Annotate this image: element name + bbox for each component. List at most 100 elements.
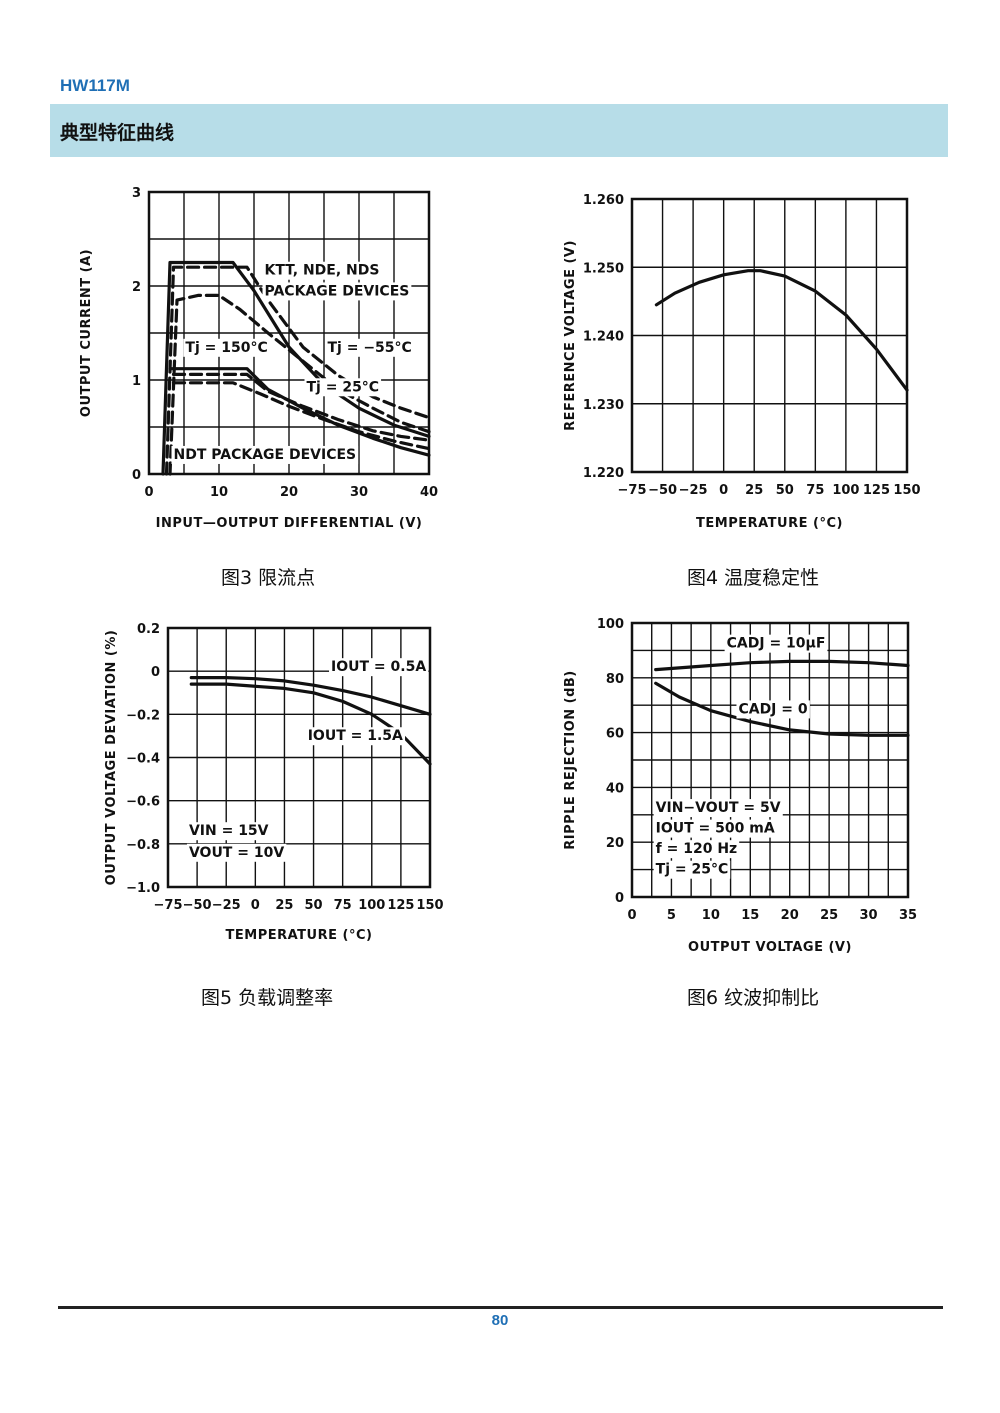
- annotation-bg: [653, 819, 777, 838]
- series-line-5: [171, 372, 431, 442]
- annotation-label: VOUT = 10V: [189, 845, 284, 861]
- y-tick-label: 1.240: [583, 330, 624, 345]
- x-tick-label: 35: [899, 908, 917, 923]
- chart-fig4: −75 −50 −25 0 25 50 75 100 125 150 1.220 1.230 1.240…: [560, 175, 950, 545]
- y-tick-label: 3: [132, 186, 141, 201]
- x-axis-label: INPUT—OUTPUT DIFFERENTIAL (V): [156, 516, 423, 531]
- y-tick-label: 20: [606, 836, 624, 851]
- series-line-1: [654, 659, 910, 672]
- x-tick-label: 30: [350, 485, 368, 500]
- y-axis-label: REFERENCE VOLTAGE (V): [563, 240, 578, 431]
- y-tick-label: −0.6: [126, 795, 160, 810]
- x-axis-label: OUTPUT VOLTAGE (V): [688, 940, 852, 955]
- x-axis-label: TEMPERATURE (°C): [226, 928, 373, 943]
- annotation-label: CADJ = 0: [738, 701, 807, 717]
- x-tick-label: −25: [679, 483, 708, 498]
- x-tick-label: 50: [776, 483, 794, 498]
- annotation-bg: [186, 843, 287, 862]
- annotation-bg: [262, 261, 382, 280]
- x-tick-label: 100: [358, 898, 385, 913]
- annotation-label: Tj = 25°C: [307, 379, 380, 395]
- annotation-label: Tj = −55°C: [328, 340, 412, 356]
- annotation-label: CADJ = 10μF: [727, 636, 826, 652]
- annotation-label: NDT PACKAGE DEVICES: [174, 447, 357, 463]
- annotation-bg: [171, 445, 359, 464]
- page-number: 80: [491, 1312, 509, 1329]
- chart-fig5-svg: −75 −50 −25 0 25 50 75 100 125 150 −1.0 −0.8 −0.6 −0.…: [104, 622, 444, 943]
- x-tick-label: 20: [781, 908, 799, 923]
- y-tick-label: 0: [132, 468, 141, 483]
- y-axis-label: RIPPLE REJECTION (dB): [563, 670, 578, 850]
- x-tick-label: −25: [212, 898, 241, 913]
- chart-fig3: 0 10 20 30 40 0 1 2 3 INPUT—OUTPUT DIFFERENTIAL (…: [70, 175, 470, 545]
- y-tick-label: 0: [615, 891, 624, 906]
- annotation-label: PACKAGE DEVICES: [265, 283, 410, 299]
- annotation-label: KTT, NDE, NDS: [265, 263, 380, 279]
- series-line-2: [654, 681, 910, 737]
- annotation-bg: [653, 840, 740, 859]
- x-tick-label: 0: [144, 485, 153, 500]
- footer-rule: [58, 1306, 943, 1309]
- chart-fig4-svg: −75 −50 −25 0 25 50 75 100 125 150 1.220 1.230 1.240…: [563, 193, 921, 531]
- y-tick-label: −1.0: [126, 881, 160, 896]
- x-tick-label: 150: [416, 898, 443, 913]
- series-line-2: [164, 265, 431, 476]
- section-header-band: 典型特征曲线: [50, 104, 948, 157]
- x-tick-label: 0: [251, 898, 260, 913]
- x-tick-label: −50: [648, 483, 677, 498]
- annotation-bg: [724, 634, 828, 653]
- x-tick-label: 5: [667, 908, 676, 923]
- x-tick-label: 75: [334, 898, 352, 913]
- series-line-6: [171, 381, 431, 451]
- y-tick-label: 60: [606, 727, 624, 742]
- y-tick-label: 80: [606, 672, 624, 687]
- x-tick-label: 10: [210, 485, 228, 500]
- caption-fig4: 图4 温度稳定性: [687, 567, 820, 589]
- plot-frame: [166, 626, 432, 889]
- annotation-label: Tj = 150°C: [185, 340, 267, 356]
- annotation-label: f = 120 Hz: [656, 841, 738, 857]
- series-line-1: [189, 676, 432, 716]
- caption-fig3: 图3 限流点: [221, 567, 316, 589]
- document-title: HW117M: [60, 76, 130, 95]
- series-line-3: [168, 293, 431, 476]
- x-tick-label: 0: [627, 908, 636, 923]
- annotation-bg: [305, 727, 406, 746]
- x-tick-label: 100: [832, 483, 859, 498]
- section-title: 典型特征曲线: [60, 122, 175, 144]
- x-tick-label: 30: [860, 908, 878, 923]
- y-tick-label: 0: [151, 665, 160, 680]
- x-tick-label: 25: [820, 908, 838, 923]
- plot-frame: [630, 197, 909, 474]
- y-tick-label: 1.220: [583, 466, 624, 481]
- y-axis-label: OUTPUT CURRENT (A): [79, 249, 94, 417]
- plot-frame: [147, 190, 431, 476]
- annotation-bg: [653, 799, 783, 818]
- annotation-label: IOUT = 0.5A: [331, 659, 426, 675]
- series-line-2: [189, 682, 432, 766]
- annotation-label: IOUT = 1.5A: [308, 728, 403, 744]
- annotation-label: Tj = 25°C: [656, 862, 729, 878]
- series-line-1: [161, 260, 431, 476]
- caption-fig6: 图6 纹波抑制比: [687, 987, 820, 1009]
- grid: [149, 192, 429, 474]
- annotation-bg: [736, 700, 810, 719]
- annotation-label: VIN = 15V: [189, 823, 269, 839]
- annotation-bg: [186, 822, 271, 841]
- x-tick-label: 150: [893, 483, 920, 498]
- x-tick-label: −50: [183, 898, 212, 913]
- y-tick-label: 1: [132, 374, 141, 389]
- annotation-bg: [183, 338, 270, 357]
- y-axis-label: OUTPUT VOLTAGE DEVIATION (%): [104, 630, 119, 886]
- chart-fig6-svg: 0 5 10 15 20 25 30 35 0 20 40 60 80 100 OUTPUT VOLTAGE…: [563, 617, 917, 955]
- x-tick-label: 40: [420, 485, 438, 500]
- x-tick-label: −75: [154, 898, 183, 913]
- x-tick-label: 125: [387, 898, 414, 913]
- x-tick-label: 25: [275, 898, 293, 913]
- y-tick-label: −0.2: [126, 708, 160, 723]
- grid: [632, 199, 907, 472]
- x-tick-label: 50: [305, 898, 323, 913]
- x-tick-label: 25: [745, 483, 763, 498]
- x-tick-label: −75: [618, 483, 647, 498]
- y-tick-label: 1.260: [583, 193, 624, 208]
